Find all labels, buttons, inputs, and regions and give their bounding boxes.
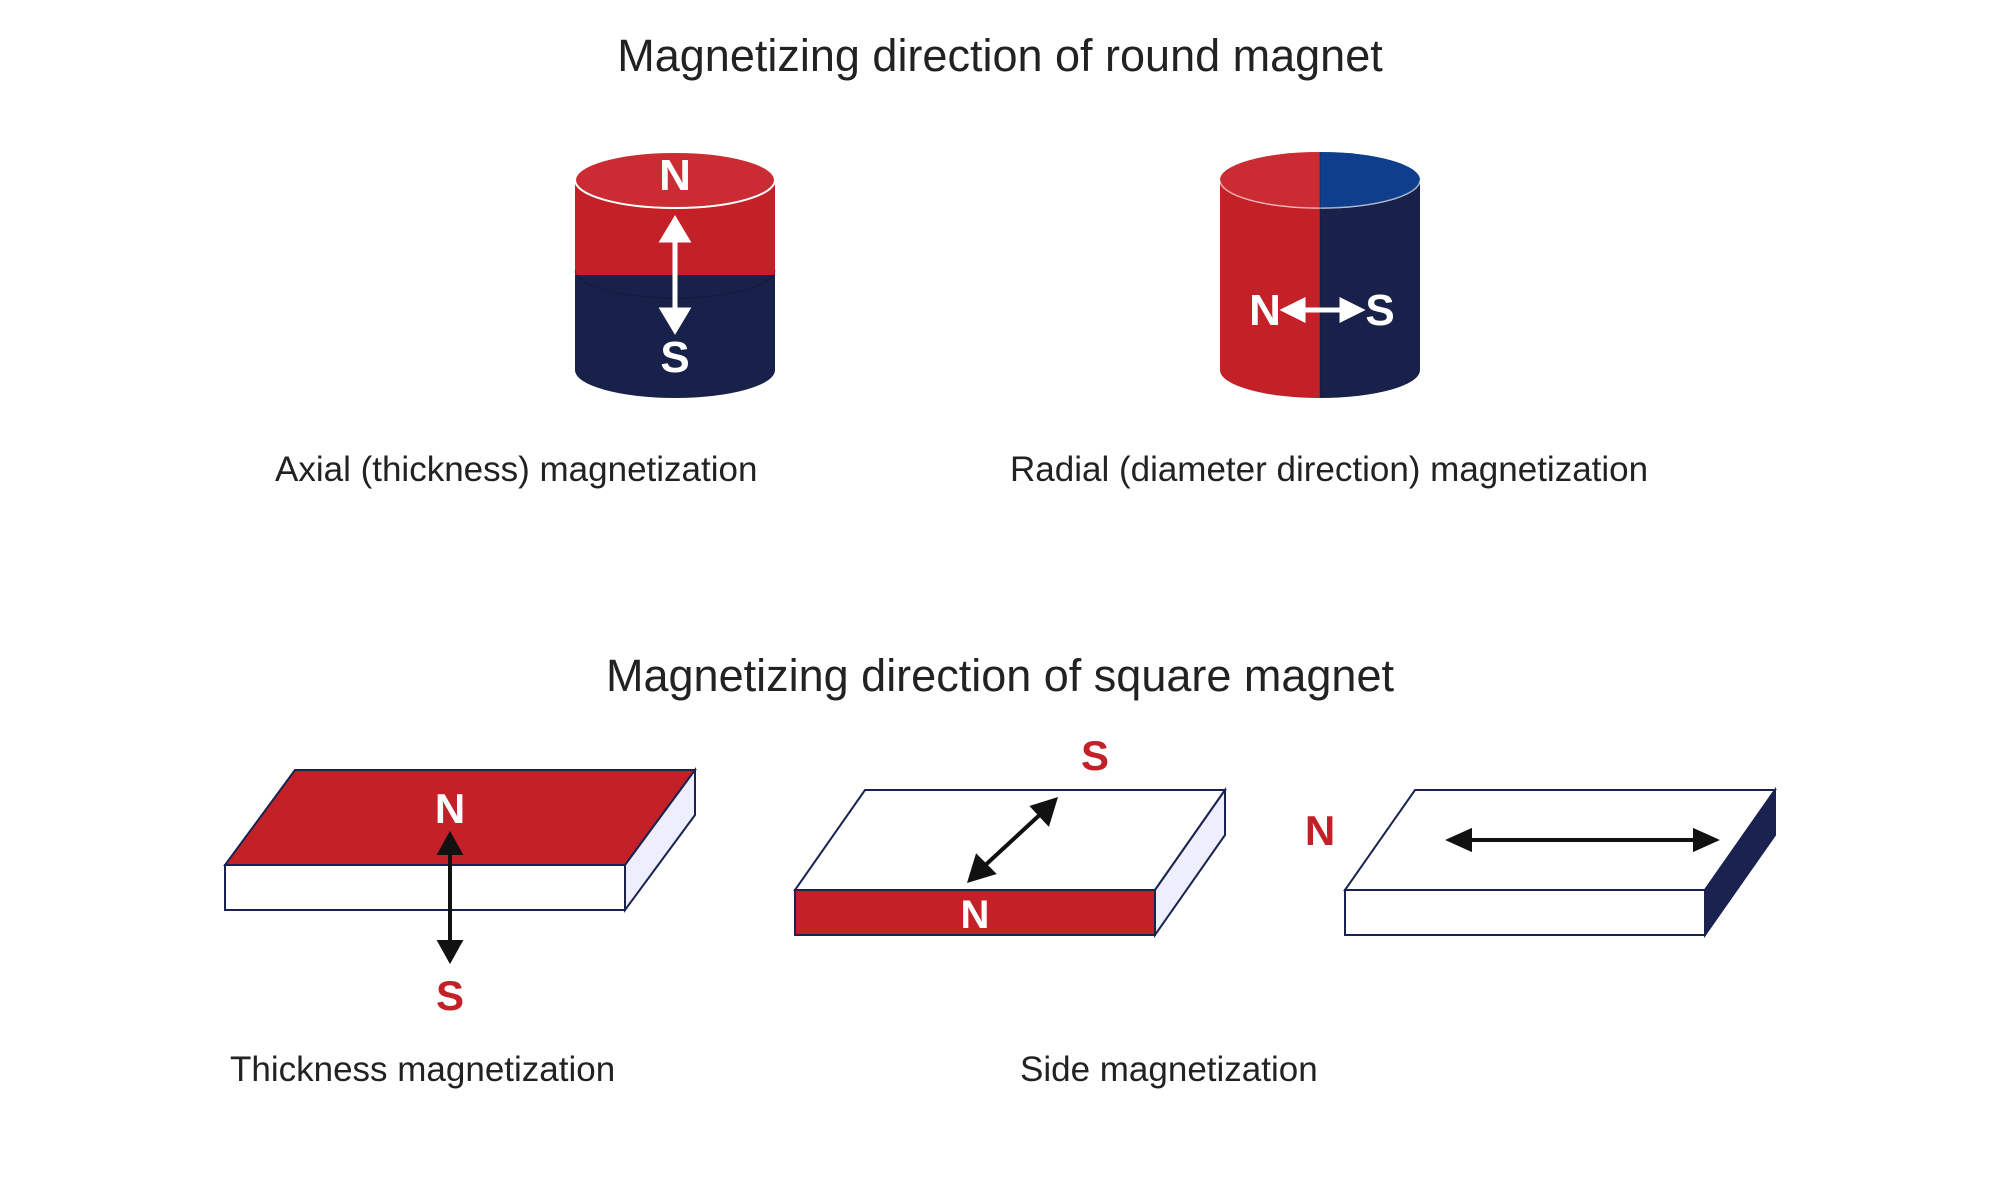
svg-text:N: N (435, 785, 465, 832)
svg-text:N: N (961, 893, 990, 937)
side2-slab-figure: N (1280, 735, 1800, 1035)
svg-text:S: S (436, 972, 464, 1019)
side1-slab-figure: S N (765, 735, 1245, 1035)
radial-cylinder-figure: N S (1190, 120, 1450, 420)
thickness-caption: Thickness magnetization (230, 1050, 615, 1090)
svg-text:S: S (660, 333, 689, 382)
svg-text:S: S (1365, 286, 1394, 335)
axial-caption: Axial (thickness) magnetization (275, 450, 757, 490)
radial-caption: Radial (diameter direction) magnetizatio… (1010, 450, 1648, 490)
axial-cylinder-figure: N S (545, 120, 805, 420)
svg-text:N: N (659, 151, 691, 200)
svg-text:S: S (1081, 735, 1109, 779)
thickness-slab-figure: N S (195, 735, 735, 1035)
round-title: Magnetizing direction of round magnet (0, 30, 2000, 82)
side-caption: Side magnetization (1020, 1050, 1318, 1090)
square-title: Magnetizing direction of square magnet (0, 650, 2000, 702)
svg-text:N: N (1305, 807, 1335, 854)
svg-text:N: N (1249, 286, 1281, 335)
